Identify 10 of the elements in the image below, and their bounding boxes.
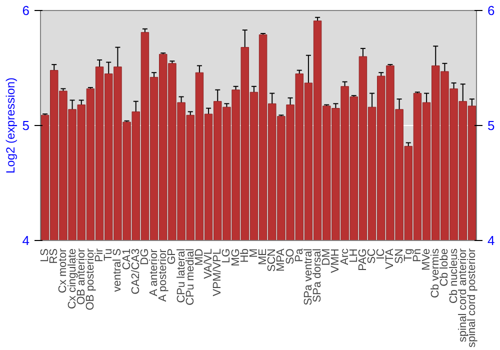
- y-tick-label: 6: [22, 3, 30, 18]
- y-tick-label: 4: [22, 233, 30, 248]
- x-tick-label: DG: [138, 248, 151, 265]
- y2-tick-label: 5: [488, 118, 495, 133]
- y-tick-label: 5: [22, 118, 30, 133]
- y2-tick-label: 6: [488, 3, 495, 18]
- y2-tick-label: 4: [488, 233, 495, 248]
- x-tick-label: RS: [48, 248, 60, 264]
- x-tick-label: CPu medial: [184, 248, 196, 306]
- y-axis-title: Log2 (expression): [3, 77, 18, 174]
